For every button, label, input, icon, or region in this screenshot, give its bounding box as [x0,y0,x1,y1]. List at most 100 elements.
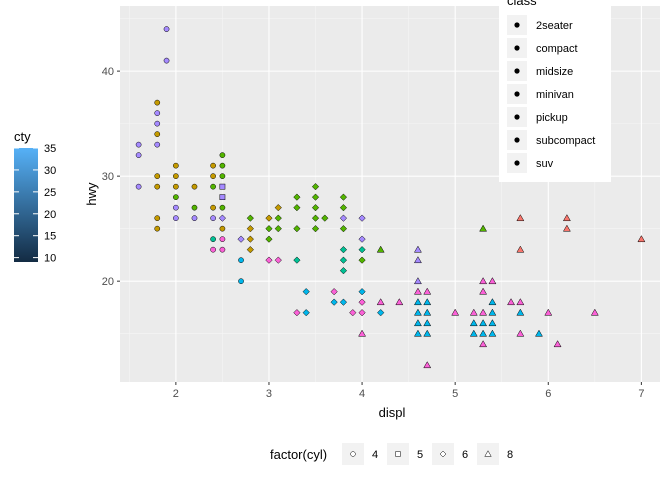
data-point [154,225,161,232]
data-point [219,204,226,211]
data-point [154,215,161,222]
data-point [395,298,404,306]
data-point [339,246,348,254]
data-point [451,308,460,316]
data-point [321,214,329,222]
data-point [516,214,525,222]
x-axis-title: displ [379,405,406,420]
data-point [479,319,488,327]
data-point [423,319,432,327]
data-point [377,309,385,317]
data-point [191,204,198,211]
shape-entries: 4 5 6 8 [342,443,513,465]
shape-label: 8 [507,449,513,461]
class-label: 2seater [536,20,573,32]
class-key-dot [514,68,520,74]
class-label: pickup [536,112,568,124]
class-key-dot [514,22,520,28]
data-point [293,309,301,317]
class-label: minivan [536,89,574,101]
data-point [516,308,525,316]
data-point [516,245,525,253]
data-point [423,287,432,295]
data-point [339,267,348,275]
data-point [488,308,497,316]
data-point [479,287,488,295]
data-point [479,329,488,337]
cty-ticks: 10 15 20 25 30 35 [14,143,56,265]
data-point [339,204,348,212]
data-point [413,287,422,295]
data-point [173,194,179,201]
data-point [274,214,282,222]
points-layer [135,26,646,369]
shape-legend-title: factor(cyl) [270,447,327,462]
shape-label: 5 [417,449,423,461]
data-point [219,194,226,201]
data-point [488,277,497,285]
data-point [173,204,179,211]
data-point [219,162,226,169]
y-tick-label: 30 [102,171,114,183]
data-point [274,225,282,233]
data-point [219,183,226,190]
shape-legend: factor(cyl) 4 5 6 8 [270,443,513,465]
class-label: suv [536,158,554,170]
data-point [237,235,245,243]
data-point [413,319,422,327]
data-point [413,245,422,253]
data-point [311,225,320,233]
data-point [218,214,227,222]
class-key-dot [514,160,520,166]
data-point [469,319,478,327]
data-point [135,141,142,148]
data-point [210,236,216,243]
data-point [488,319,497,327]
data-point [274,256,282,264]
data-point [339,193,348,201]
data-point [479,224,488,232]
class-label: subcompact [536,135,595,147]
class-label: midsize [536,66,573,78]
data-point [339,214,348,222]
data-point [210,183,216,190]
y-tick-label: 20 [102,276,114,288]
data-point [358,298,366,306]
class-label: compact [536,43,578,55]
data-point [507,298,515,306]
class-key-dot [514,137,520,143]
y-tick-label: 40 [102,66,114,78]
data-point [488,329,497,337]
cty-tick-label: 20 [44,209,56,221]
shape-key-circle [350,451,356,457]
data-point [562,214,571,222]
data-point [154,110,161,116]
data-point [163,26,170,32]
x-axis: 2 3 4 5 6 7 [173,382,644,400]
data-point [246,214,254,222]
data-point [219,225,226,232]
class-key-dot [514,114,520,120]
cty-tick-label: 15 [44,231,56,243]
data-point [210,246,216,253]
data-point [293,193,301,201]
shape-label: 6 [462,449,468,461]
cty-legend-title: cty [14,129,31,144]
x-tick-label: 5 [452,388,458,400]
x-tick-label: 3 [266,388,272,400]
y-axis: 20 30 40 [102,66,120,288]
shape-key-diamond [439,450,447,458]
data-point [311,183,320,191]
data-point [535,329,543,337]
class-legend: class 2seater compact midsize minivan pickup… [499,0,611,182]
data-point [173,173,179,179]
y-axis-title: hwy [84,182,99,206]
data-point [339,298,348,306]
data-point [339,225,348,233]
x-tick-label: 7 [638,388,644,400]
data-point [246,225,254,233]
x-tick-label: 2 [173,388,179,400]
data-point [154,173,161,179]
data-point [358,214,366,222]
